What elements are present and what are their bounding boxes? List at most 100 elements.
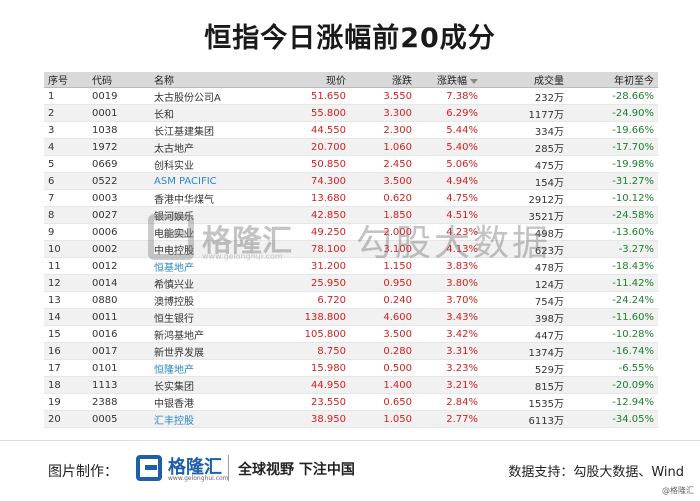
- table-row[interactable]: 7 0003 香港中华煤气 13.680 0.620 4.75% 2912万 -10.12%: [44, 189, 658, 207]
- cell-change: 1.060: [350, 138, 416, 156]
- table-row[interactable]: 5 0669 创科实业 50.850 2.450 5.06% 475万 -19.98%: [44, 155, 658, 173]
- col-header-volume[interactable]: 成交量: [482, 72, 568, 88]
- cell-change-pct: 2.84%: [416, 393, 482, 411]
- cell-volume: 815万: [482, 376, 568, 394]
- table-row[interactable]: 2 0001 长和 55.800 3.300 6.29% 1177万 -24.90%: [44, 104, 658, 122]
- cell-index: 8: [44, 206, 88, 224]
- cell-index: 11: [44, 257, 88, 275]
- cell-ytd: -24.58%: [568, 206, 658, 224]
- cell-code: 1972: [88, 138, 150, 156]
- col-header-code[interactable]: 代码: [88, 72, 150, 88]
- cell-name[interactable]: ASM PACIFIC: [150, 172, 284, 190]
- cell-volume: 2912万: [482, 189, 568, 207]
- table-row[interactable]: 12 0014 希慎兴业 25.950 0.950 3.80% 124万 -11.42%: [44, 274, 658, 292]
- table-row[interactable]: 19 2388 中银香港 23.550 0.650 2.84% 1535万 -12.94%: [44, 393, 658, 411]
- col-header-price[interactable]: 现价: [284, 72, 350, 88]
- cell-change: 0.240: [350, 291, 416, 309]
- cell-volume: 1535万: [482, 393, 568, 411]
- cell-volume: 154万: [482, 172, 568, 190]
- cell-ytd: -10.28%: [568, 325, 658, 343]
- table-row[interactable]: 8 0027 银河娱乐 42.850 1.850 4.51% 3521万 -24.58%: [44, 206, 658, 224]
- cell-index: 16: [44, 342, 88, 360]
- cell-index: 10: [44, 240, 88, 258]
- table-row[interactable]: 16 0017 新世界发展 8.750 0.280 3.31% 1374万 -16.74%: [44, 342, 658, 360]
- table-row[interactable]: 18 1113 长实集团 44.950 1.400 3.21% 815万 -20.09%: [44, 376, 658, 394]
- cell-name: 香港中华煤气: [150, 189, 284, 207]
- cell-change: 1.050: [350, 410, 416, 428]
- cell-code: 0003: [88, 189, 150, 207]
- table-row[interactable]: 6 0522 ASM PACIFIC 74.300 3.500 4.94% 154万 -31.…: [44, 172, 658, 190]
- table-row[interactable]: 20 0005 汇丰控股 38.950 1.050 2.77% 6113万 -34.05%: [44, 410, 658, 428]
- cell-volume: 1177万: [482, 104, 568, 122]
- cell-index: 3: [44, 121, 88, 139]
- cell-code: 0669: [88, 155, 150, 173]
- cell-code: 0019: [88, 87, 150, 105]
- table-row[interactable]: 10 0002 中电控股 78.100 3.100 4.13% 623万 -3.27%: [44, 240, 658, 258]
- table-row[interactable]: 1 0019 太古股份公司A 51.650 3.550 7.38% 232万 -28.66%: [44, 87, 658, 105]
- cell-code: 1038: [88, 121, 150, 139]
- col-header-change[interactable]: 涨跌: [350, 72, 416, 88]
- col-header-ytd[interactable]: 年初至今: [568, 72, 658, 88]
- table-row[interactable]: 3 1038 长江基建集团 44.550 2.300 5.44% 334万 -19.66%: [44, 121, 658, 139]
- cell-name[interactable]: 恒隆地产: [150, 359, 284, 377]
- cell-ytd: -18.43%: [568, 257, 658, 275]
- cell-price: 74.300: [284, 172, 350, 190]
- cell-price: 23.550: [284, 393, 350, 411]
- table-row[interactable]: 9 0006 电能实业 49.250 2.000 4.23% 498万 -13.60%: [44, 223, 658, 241]
- cell-volume: 498万: [482, 223, 568, 241]
- cell-volume: 447万: [482, 325, 568, 343]
- table-row[interactable]: 14 0011 恒生银行 138.800 4.600 3.43% 398万 -11.60%: [44, 308, 658, 326]
- cell-price: 42.850: [284, 206, 350, 224]
- cell-ytd: -24.24%: [568, 291, 658, 309]
- cell-change-pct: 3.70%: [416, 291, 482, 309]
- cell-code: 0006: [88, 223, 150, 241]
- col-header-change-pct[interactable]: 涨跌幅: [416, 72, 482, 88]
- cell-change-pct: 4.75%: [416, 189, 482, 207]
- cell-price: 8.750: [284, 342, 350, 360]
- cell-name: 长江基建集团: [150, 121, 284, 139]
- cell-name: 长实集团: [150, 376, 284, 394]
- cell-volume: 398万: [482, 308, 568, 326]
- cell-volume: 1374万: [482, 342, 568, 360]
- footer-slogan: 全球视野 下注中国: [238, 462, 355, 478]
- cell-change-pct: 7.38%: [416, 87, 482, 105]
- cell-volume: 6113万: [482, 410, 568, 428]
- cell-change: 2.450: [350, 155, 416, 173]
- cell-ytd: -11.42%: [568, 274, 658, 292]
- cell-index: 20: [44, 410, 88, 428]
- cell-index: 19: [44, 393, 88, 411]
- table-row[interactable]: 17 0101 恒隆地产 15.980 0.500 3.23% 529万 -6.55%: [44, 359, 658, 377]
- table-row[interactable]: 13 0880 澳博控股 6.720 0.240 3.70% 754万 -24.24%: [44, 291, 658, 309]
- table-row[interactable]: 15 0016 新鸿基地产 105.800 3.500 3.42% 447万 -10.28%: [44, 325, 658, 343]
- col-header-index[interactable]: 序号: [44, 72, 88, 88]
- table-row[interactable]: 11 0012 恒基地产 31.200 1.150 3.83% 478万 -18.43%: [44, 257, 658, 275]
- cell-price: 15.980: [284, 359, 350, 377]
- cell-ytd: -17.70%: [568, 138, 658, 156]
- footer-url: www.gelonghui.com: [168, 475, 229, 482]
- cell-name[interactable]: 汇丰控股: [150, 410, 284, 428]
- footer-made-by: 图片制作：: [48, 464, 118, 480]
- cell-ytd: -6.55%: [568, 359, 658, 377]
- table-row[interactable]: 4 1972 太古地产 20.700 1.060 5.40% 285万 -17.70%: [44, 138, 658, 156]
- cell-code: 0101: [88, 359, 150, 377]
- cell-price: 78.100: [284, 240, 350, 258]
- cell-ytd: -19.98%: [568, 155, 658, 173]
- cell-index: 7: [44, 189, 88, 207]
- col-header-name[interactable]: 名称: [150, 72, 284, 88]
- footer-logo-icon: [136, 455, 162, 481]
- cell-change-pct: 5.44%: [416, 121, 482, 139]
- cell-index: 5: [44, 155, 88, 173]
- cell-price: 38.950: [284, 410, 350, 428]
- cell-change: 1.150: [350, 257, 416, 275]
- cell-index: 9: [44, 223, 88, 241]
- cell-name: 电能实业: [150, 223, 284, 241]
- cell-ytd: -28.66%: [568, 87, 658, 105]
- cell-price: 25.950: [284, 274, 350, 292]
- cell-code: 0017: [88, 342, 150, 360]
- cell-name[interactable]: 恒基地产: [150, 257, 284, 275]
- cell-change: 0.950: [350, 274, 416, 292]
- cell-price: 55.800: [284, 104, 350, 122]
- cell-name: 太古地产: [150, 138, 284, 156]
- cell-change-pct: 3.43%: [416, 308, 482, 326]
- sort-desc-icon: [470, 78, 478, 84]
